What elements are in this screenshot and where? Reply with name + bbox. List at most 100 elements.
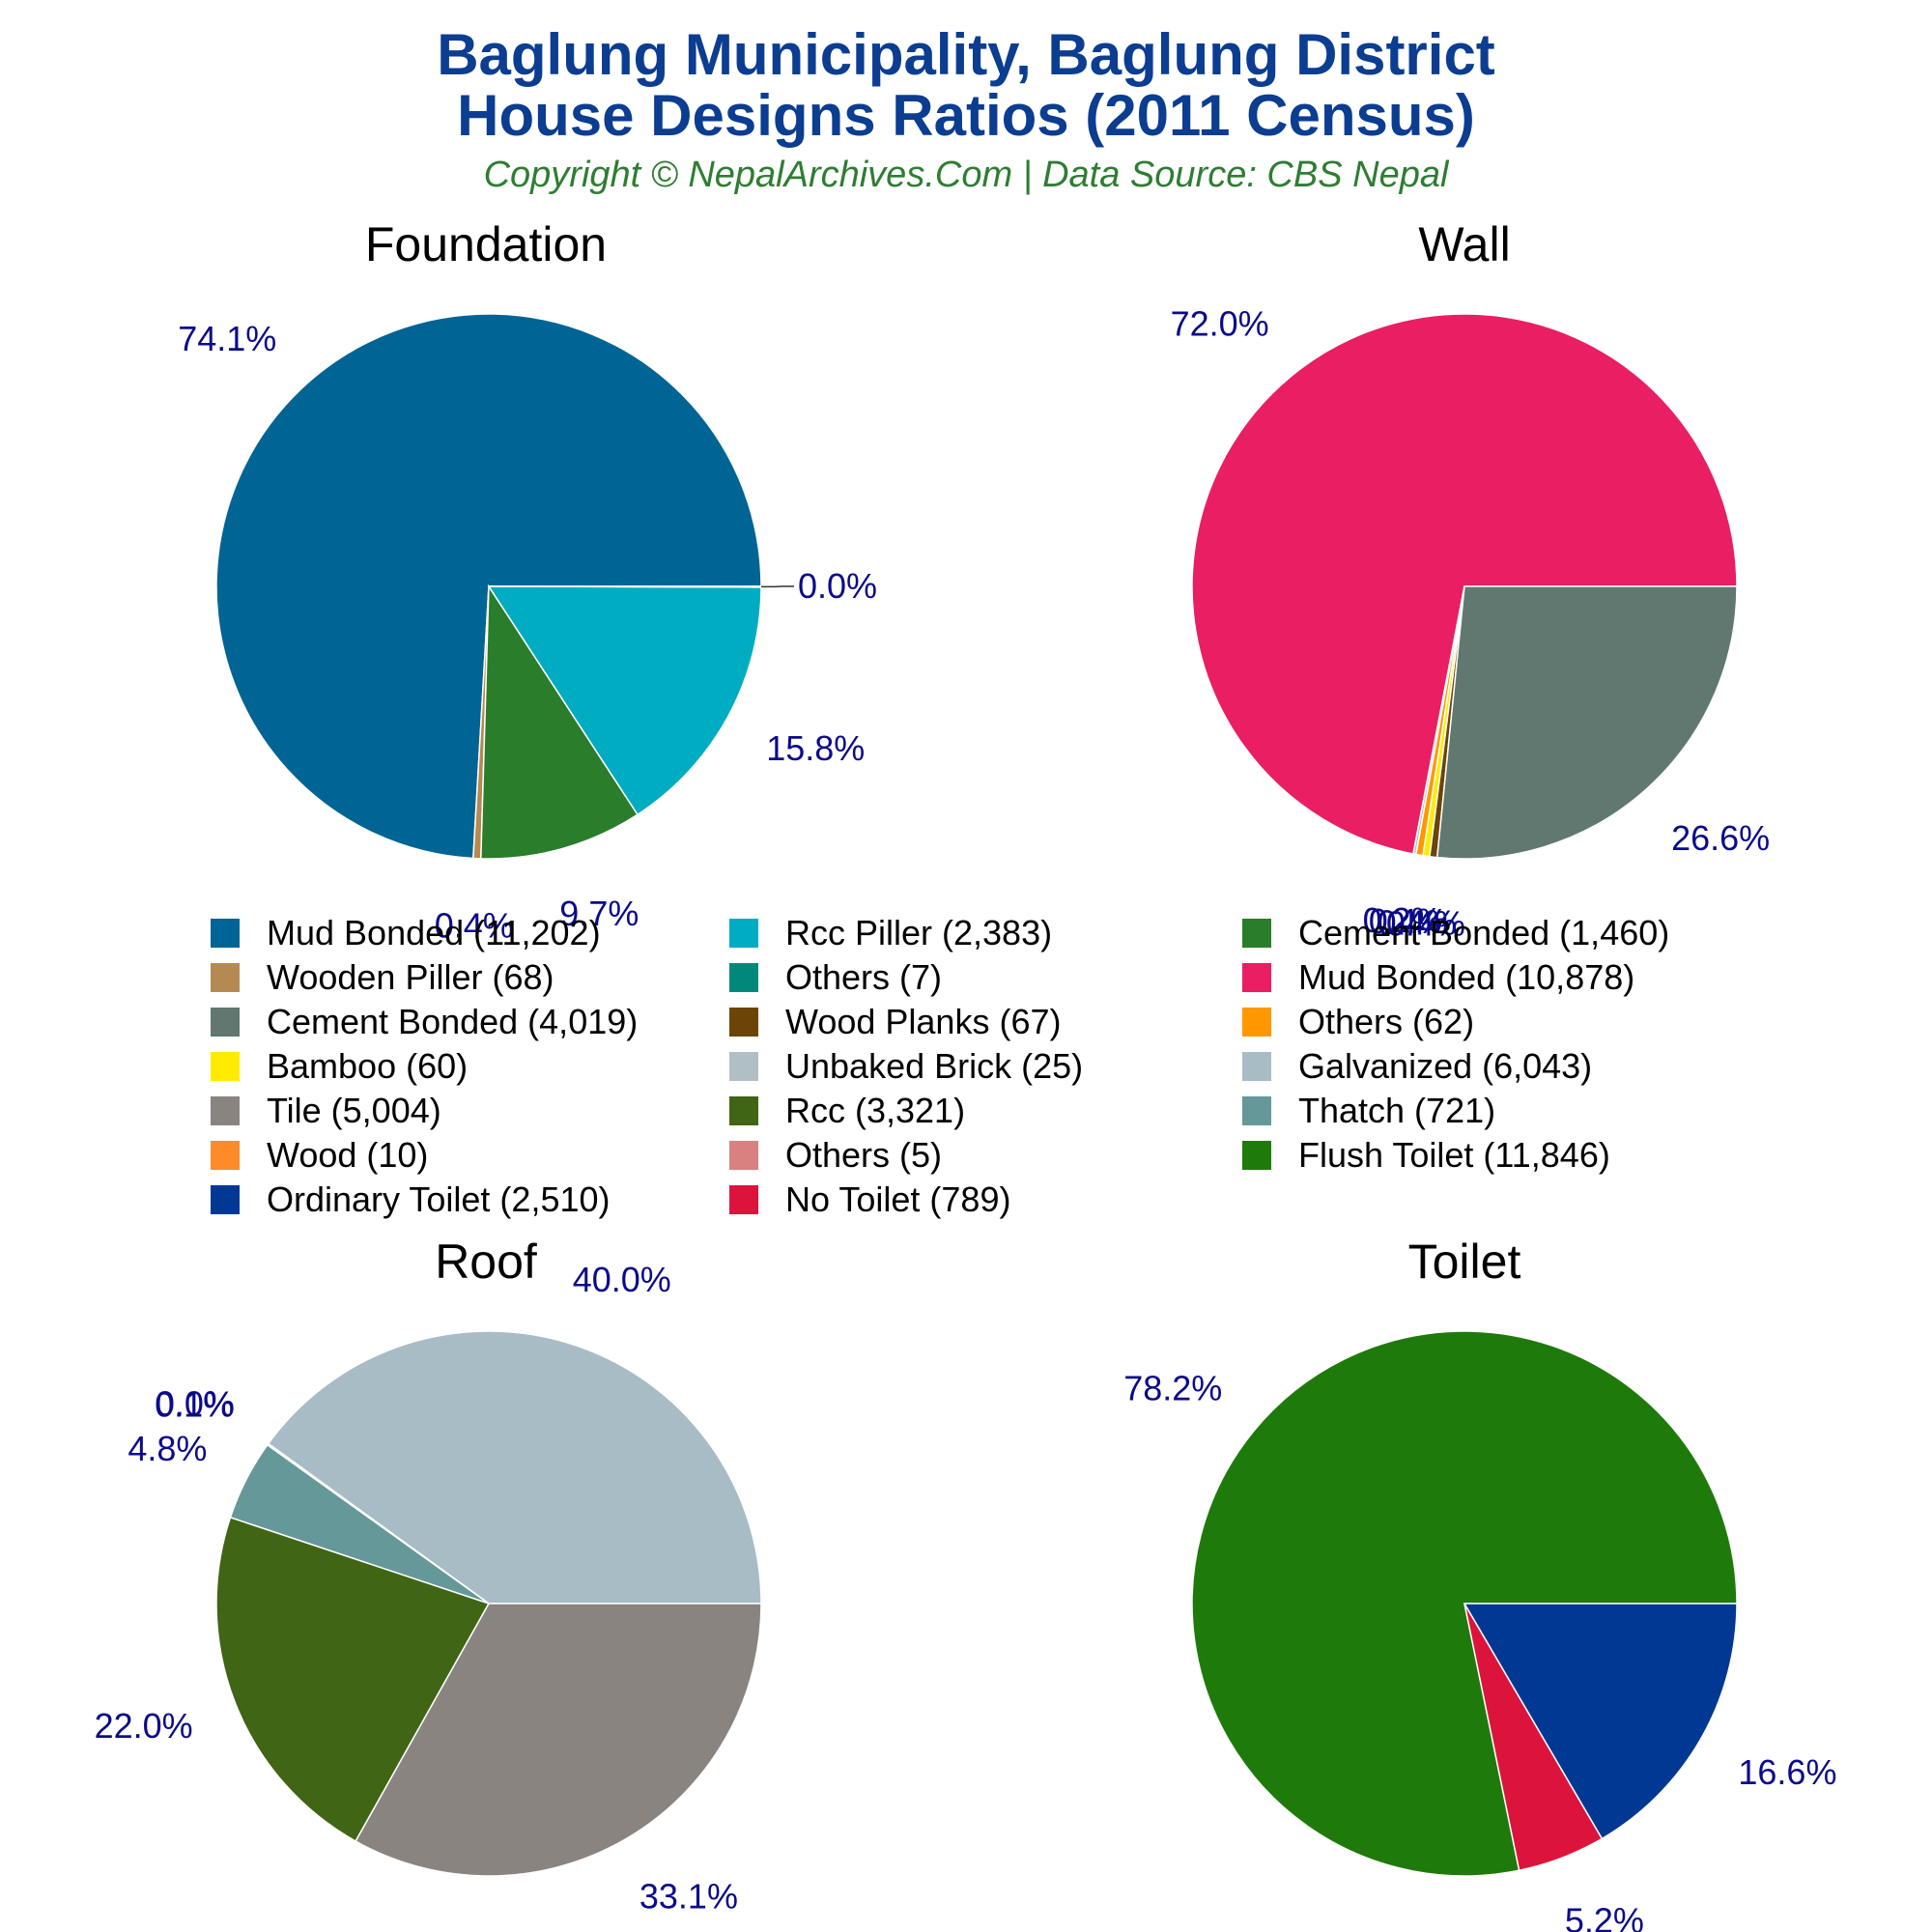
legend-swatch <box>1242 1052 1271 1081</box>
pie-chart-roof: Roof 40.0% 0.0%0.1% 4.8% 22.0% 33.1% <box>95 1235 762 1917</box>
pie-slice-foundation-others <box>488 585 762 588</box>
legend-label: Wooden Piller (68) <box>267 957 554 997</box>
pie-slice-roof-rcc <box>215 1516 491 1843</box>
pie-label-foundation-cement-bonded: 9.7% <box>559 894 639 933</box>
pie-chart-toilet: Toilet 78.2% 5.2% 16.6% <box>1123 1235 1836 1932</box>
pie-label-wall-wood-planks: 0.4% <box>1386 904 1465 944</box>
legend-swatch <box>211 1141 240 1170</box>
legend-swatch <box>1242 1008 1271 1037</box>
pie-slice-wall-mud-bonded <box>1191 313 1738 855</box>
legend-item: Bamboo (60) <box>211 1046 729 1086</box>
legend-item: Others (7) <box>729 957 1242 997</box>
legend-swatch <box>729 963 758 992</box>
chart-subtitle: Copyright © NepalArchives.Com | Data Sou… <box>483 155 1449 195</box>
legend-swatch <box>1242 1141 1271 1170</box>
legend-item: Tile (5,004) <box>211 1091 729 1130</box>
legend-label: Wood Planks (67) <box>785 1002 1062 1041</box>
pie-label-toilet-flush-toilet: 78.2% <box>1123 1369 1222 1408</box>
legend-label: Wood (10) <box>267 1135 429 1175</box>
pie-label-foundation-others: 0.0% <box>798 566 877 606</box>
legend-item: Rcc (3,321) <box>729 1091 1242 1130</box>
pie-title-foundation: Foundation <box>365 217 607 271</box>
legend-item: Cement Bonded (1,460) <box>1242 913 1718 952</box>
legend-item: Flush Toilet (11,846) <box>1242 1135 1718 1175</box>
pie-label-wall-mud-bonded: 72.0% <box>1171 304 1269 344</box>
legend-swatch <box>729 1052 758 1081</box>
pie-label-roof-galvanized: 40.0% <box>573 1260 671 1299</box>
legend-label: Rcc Piller (2,383) <box>785 913 1053 952</box>
pie-slice-toilet-flush-toilet <box>1191 1330 1738 1877</box>
legend-swatch <box>729 1008 758 1037</box>
legend-swatch <box>211 1096 240 1125</box>
legend-item: Cement Bonded (4,019) <box>211 1002 729 1041</box>
legend-label: Mud Bonded (11,202) <box>267 913 601 952</box>
legend-item: Rcc Piller (2,383) <box>729 913 1242 952</box>
pie-chart-foundation: Foundation 74.1% 0.4% 9.7% 15.8% 0.0% <box>178 217 877 946</box>
legend-swatch <box>1242 919 1271 948</box>
legend-label: Mud Bonded (10,878) <box>1298 957 1635 997</box>
legend-swatch <box>211 1052 240 1081</box>
legend-item: Mud Bonded (11,202) <box>211 913 729 952</box>
legend-swatch <box>211 1008 240 1037</box>
pie-label-roof-wood: 0.1% <box>155 1385 234 1425</box>
pie-label-foundation-mud-bonded: 74.1% <box>178 319 276 358</box>
legend-item: Wood Planks (67) <box>729 1002 1242 1041</box>
pie-label-wall-bamboo: 0.4% <box>1378 903 1457 943</box>
legend-label: No Toilet (789) <box>785 1179 1011 1219</box>
legend-label: Cement Bonded (1,460) <box>1298 913 1670 952</box>
pie-label-toilet-no-toilet: 5.2% <box>1565 1901 1644 1932</box>
pie-label-wall-cement-bonded: 26.6% <box>1671 818 1770 858</box>
legend-label: Bamboo (60) <box>267 1046 469 1086</box>
legend-label: Galvanized (6,043) <box>1298 1046 1593 1086</box>
pie-label-foundation-rcc-piller: 15.8% <box>766 728 865 768</box>
pie-label-roof-rcc: 22.0% <box>95 1706 193 1746</box>
pie-label-toilet-ordinary-toilet: 16.6% <box>1738 1752 1836 1792</box>
legend-item: Mud Bonded (10,878) <box>1242 957 1718 997</box>
legend-label: Rcc (3,321) <box>785 1091 966 1130</box>
legend-item: No Toilet (789) <box>729 1179 1242 1219</box>
chart-title-line-1: Baglung Municipality, Baglung District <box>437 22 1495 87</box>
legend-swatch <box>211 919 240 948</box>
chart-title-line-2: House Designs Ratios (2011 Census) <box>457 83 1475 148</box>
legend-item: Others (5) <box>729 1135 1242 1175</box>
pie-chart-wall: Wall 72.0% 0.2%0.4%0.4%0.4% 26.6% <box>1171 217 1771 944</box>
pie-slice-foundation-cement-bonded <box>480 583 639 860</box>
legend-item: Galvanized (6,043) <box>1242 1046 1718 1086</box>
legend-swatch <box>729 1185 758 1214</box>
legend-label: Thatch (721) <box>1298 1091 1496 1130</box>
pie-title-roof: Roof <box>435 1235 537 1289</box>
legend: Mud Bonded (11,202) Rcc Piller (2,383) Cem… <box>211 913 1718 1219</box>
legend-item: Others (62) <box>1242 1002 1718 1041</box>
legend-swatch <box>1242 1096 1271 1125</box>
legend-label: Others (7) <box>785 957 943 997</box>
pie-label-roof-others: 0.0% <box>156 1384 235 1424</box>
legend-item: Unbaked Brick (25) <box>729 1046 1242 1086</box>
legend-label: Flush Toilet (11,846) <box>1298 1135 1610 1175</box>
legend-label: Cement Bonded (4,019) <box>267 1002 639 1041</box>
legend-label: Tile (5,004) <box>267 1091 441 1130</box>
legend-swatch <box>211 963 240 992</box>
pie-label-wall-others: 0.4% <box>1369 901 1448 941</box>
pie-slice-toilet-ordinary-toilet <box>1463 1603 1738 1840</box>
legend-label: Others (5) <box>785 1135 943 1175</box>
legend-item: Wooden Piller (68) <box>211 957 729 997</box>
legend-item: Wood (10) <box>211 1135 729 1175</box>
pie-title-wall: Wall <box>1418 217 1510 271</box>
pie-title-toilet: Toilet <box>1408 1235 1521 1289</box>
legend-label: Ordinary Toilet (2,510) <box>267 1179 611 1219</box>
legend-swatch <box>729 1141 758 1170</box>
pie-slice-roof-tile <box>355 1603 762 1877</box>
pie-label-wall-unbaked-brick: 0.2% <box>1363 900 1442 940</box>
legend-swatch <box>211 1185 240 1214</box>
pie-slice-roof-galvanized <box>267 1330 762 1605</box>
pie-slice-foundation-rcc-piller <box>487 585 762 816</box>
pie-label-roof-thatch: 4.8% <box>128 1429 207 1468</box>
legend-label: Others (62) <box>1298 1002 1475 1041</box>
legend-swatch <box>729 919 758 948</box>
legend-swatch <box>1242 963 1271 992</box>
legend-item: Thatch (721) <box>1242 1091 1718 1130</box>
pie-label-foundation-wooden-piller: 0.4% <box>435 906 514 946</box>
legend-label: Unbaked Brick (25) <box>785 1046 1084 1086</box>
pie-slice-wall-cement-bonded <box>1435 585 1738 860</box>
